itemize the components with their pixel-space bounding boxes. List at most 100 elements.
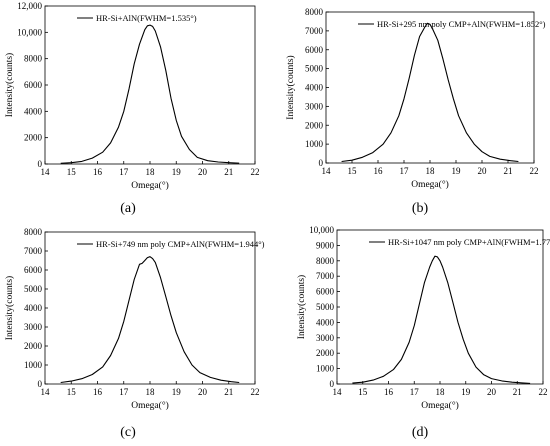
- x-axis-label: Omega(°): [131, 180, 169, 191]
- y-axis-label: Intensity(counts): [296, 275, 307, 339]
- x-axis-label: Omega(°): [411, 179, 449, 190]
- y-tick-label: 4000: [24, 106, 43, 116]
- series-line: [341, 22, 519, 163]
- x-tick-label: 20: [487, 387, 497, 397]
- legend-label: HR-Si+AlN(FWHM=1.535°): [96, 13, 197, 23]
- chart-panel-4: 14 15 16 17 18 19 20 21 22 0 1000 2000 3000 4000 5000 6…: [296, 225, 550, 440]
- x-tick-label: 20: [478, 166, 488, 176]
- x-tick-label: 21: [504, 166, 513, 176]
- x-tick-label: 17: [400, 166, 410, 176]
- y-tick-label: 10,000: [17, 27, 42, 37]
- y-tick-label: 8000: [305, 7, 324, 17]
- x-tick-label: 17: [119, 167, 129, 177]
- y-tick-label: 3000: [316, 333, 335, 343]
- x-tick-label: 18: [146, 387, 156, 397]
- x-tick-label: 16: [93, 387, 103, 397]
- legend-label: HR-Si+1047 nm poly CMP+AlN(FWHM=1.777°): [388, 237, 550, 247]
- x-tick-label: 18: [436, 387, 446, 397]
- x-tick-label: 14: [322, 166, 332, 176]
- y-tick-label: 7000: [24, 246, 43, 256]
- series-line: [60, 24, 240, 164]
- x-tick-label: 20: [198, 387, 208, 397]
- x-tick-label: 15: [67, 387, 77, 397]
- x-tick-label: 19: [461, 387, 471, 397]
- y-tick-label: 7000: [305, 26, 324, 36]
- panel-caption: (c): [120, 425, 136, 440]
- x-tick-label: 21: [513, 387, 522, 397]
- x-tick-label: 15: [348, 166, 358, 176]
- y-tick-label: 10,000: [309, 225, 334, 235]
- x-axis-label: Omega(°): [131, 400, 169, 411]
- x-tick-label: 20: [198, 167, 208, 177]
- chart-panel-2: 14 15 16 17 18 19 20 21 22 0 1000 2000 3000 4000 5000 6…: [285, 7, 546, 216]
- plot-frame: [44, 231, 256, 385]
- x-tick-label: 17: [410, 387, 420, 397]
- x-tick-label: 22: [251, 387, 260, 397]
- y-tick-label: 1000: [305, 139, 324, 149]
- y-tick-label: 0: [330, 379, 335, 389]
- x-tick-label: 14: [41, 387, 51, 397]
- y-tick-label: 1000: [24, 360, 43, 370]
- y-axis-label: Intensity(counts): [4, 53, 15, 117]
- y-tick-label: 4000: [24, 303, 43, 313]
- x-tick-label: 19: [172, 167, 182, 177]
- x-tick-label: 22: [539, 387, 548, 397]
- x-tick-label: 22: [530, 166, 539, 176]
- y-axis-label: Intensity(counts): [4, 276, 15, 340]
- legend-label: HR-Si+749 nm poly CMP+AlN(FWHM=1.944°): [96, 239, 265, 249]
- y-tick-label: 8000: [24, 227, 43, 237]
- y-tick-label: 2000: [24, 341, 43, 351]
- y-tick-label: 0: [38, 379, 43, 389]
- x-tick-label: 16: [374, 166, 384, 176]
- chart-panel-1: 14 15 16 17 18 19 20 21 22 0 2000 4000 6000 8000 10,00…: [4, 1, 260, 216]
- series-line: [352, 255, 531, 384]
- chart-panel-3: 14 15 16 17 18 19 20 21 22 0 1000 2000 3000 4000 5000 6…: [4, 227, 265, 440]
- plot-frame: [325, 11, 535, 164]
- y-tick-label: 8000: [24, 54, 43, 64]
- y-tick-label: 4000: [305, 83, 324, 93]
- y-tick-label: 5000: [305, 64, 324, 74]
- legend-label: HR-Si+295 nm poly CMP+AlN(FWHM=1.852°): [377, 19, 546, 29]
- x-tick-label: 18: [426, 166, 436, 176]
- x-tick-label: 15: [358, 387, 368, 397]
- y-axis-label: Intensity(counts): [285, 55, 296, 119]
- x-tick-label: 19: [172, 387, 182, 397]
- x-tick-label: 17: [119, 387, 129, 397]
- y-tick-label: 3000: [24, 322, 43, 332]
- y-tick-label: 5000: [24, 284, 43, 294]
- y-tick-label: 0: [38, 159, 43, 169]
- panel-caption: (b): [412, 201, 429, 216]
- x-tick-label: 22: [251, 167, 260, 177]
- y-tick-label: 6000: [24, 265, 43, 275]
- y-tick-label: 6000: [24, 80, 43, 90]
- y-tick-label: 2000: [305, 120, 324, 130]
- x-tick-label: 18: [146, 167, 156, 177]
- y-tick-label: 6000: [305, 45, 324, 55]
- x-tick-label: 16: [384, 387, 394, 397]
- x-axis-label: Omega(°): [421, 400, 459, 411]
- x-tick-label: 21: [224, 387, 233, 397]
- panel-caption: (a): [120, 201, 136, 216]
- series-line: [60, 256, 240, 384]
- plot-frame: [336, 229, 544, 385]
- panel-caption: (d): [412, 425, 429, 440]
- y-tick-label: 9000: [316, 240, 335, 250]
- y-tick-label: 8000: [316, 256, 335, 266]
- y-tick-label: 0: [319, 158, 324, 168]
- y-tick-label: 4000: [316, 317, 335, 327]
- y-tick-label: 3000: [305, 101, 324, 111]
- y-tick-label: 2000: [24, 133, 43, 143]
- y-tick-label: 12,000: [17, 1, 42, 11]
- x-tick-label: 21: [224, 167, 233, 177]
- x-tick-label: 16: [93, 167, 103, 177]
- y-tick-label: 5000: [316, 302, 335, 312]
- x-tick-label: 15: [67, 167, 77, 177]
- y-tick-label: 2000: [316, 348, 335, 358]
- y-tick-label: 7000: [316, 271, 335, 281]
- y-tick-label: 6000: [316, 287, 335, 297]
- y-tick-label: 1000: [316, 364, 335, 374]
- x-tick-label: 14: [333, 387, 343, 397]
- plot-frame: [44, 5, 256, 165]
- x-tick-label: 14: [41, 167, 51, 177]
